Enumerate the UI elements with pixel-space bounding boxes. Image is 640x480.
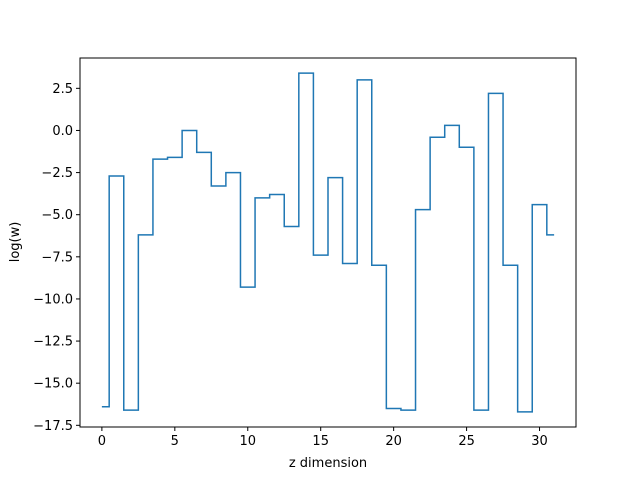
y-tick-label: −12.5 bbox=[33, 335, 73, 350]
x-tick-label: 20 bbox=[385, 434, 402, 449]
x-tick-label: 10 bbox=[239, 434, 256, 449]
plot-frame bbox=[79, 57, 577, 428]
y-tick-label: −7.5 bbox=[41, 250, 73, 265]
y-tick-label: −2.5 bbox=[41, 166, 73, 181]
y-tick-label: −10.0 bbox=[33, 292, 73, 307]
y-axis-label: log(w) bbox=[8, 222, 23, 263]
series-line-0 bbox=[101, 72, 555, 413]
y-tick-label: 2.5 bbox=[52, 82, 73, 97]
x-tick-label: 30 bbox=[531, 434, 548, 449]
y-tick-label: −15.0 bbox=[33, 377, 73, 392]
y-tick-label: 0.0 bbox=[52, 124, 73, 139]
x-tick-label: 15 bbox=[312, 434, 329, 449]
x-tick-label: 25 bbox=[458, 434, 475, 449]
y-tick-label: −17.5 bbox=[33, 419, 73, 434]
y-tick-label: −5.0 bbox=[41, 208, 73, 223]
x-tick-label: 0 bbox=[98, 434, 106, 449]
x-axis-label: z dimension bbox=[289, 456, 367, 471]
x-tick-label: 5 bbox=[171, 434, 179, 449]
